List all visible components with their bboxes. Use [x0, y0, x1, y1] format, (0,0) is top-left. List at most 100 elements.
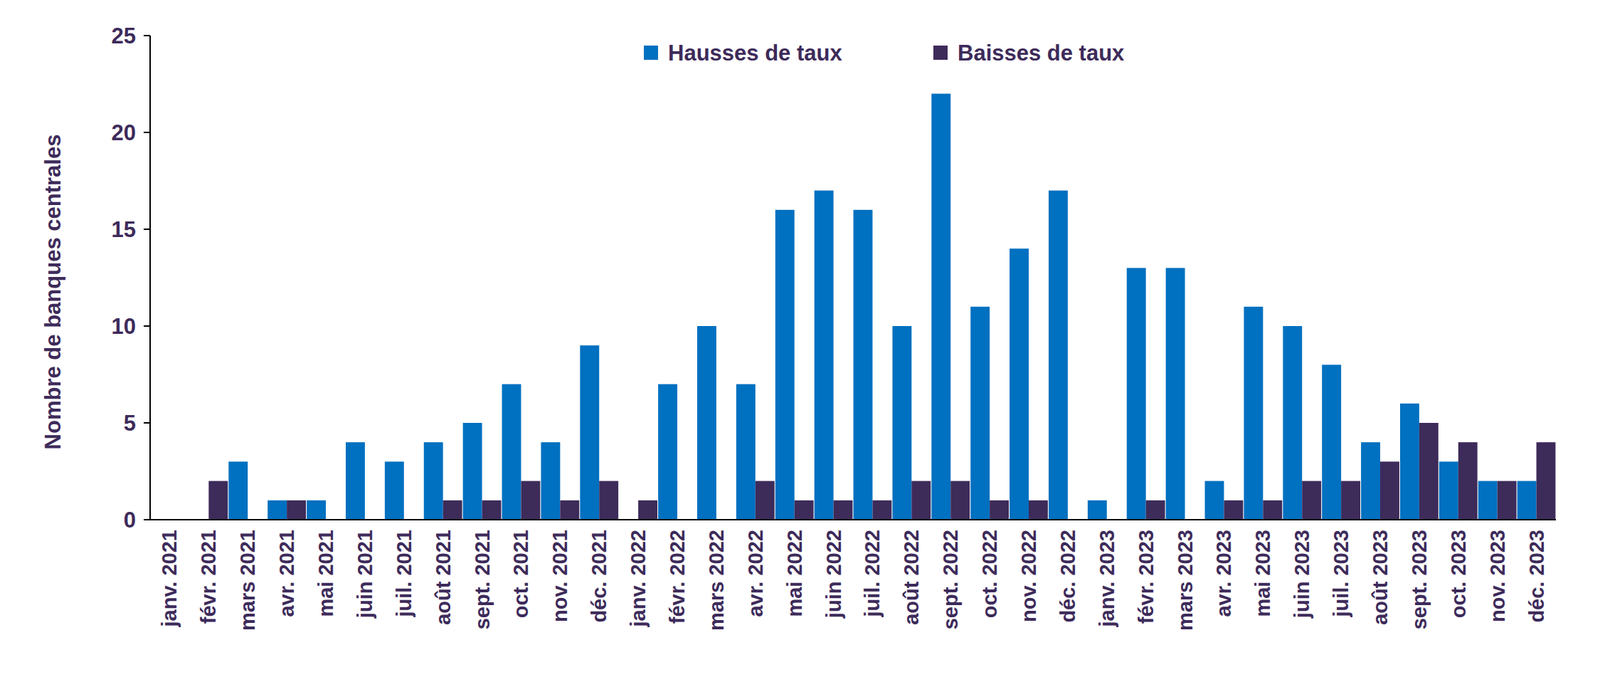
x-tick-label: sept. 2022: [939, 529, 962, 629]
bar: [736, 384, 756, 520]
x-tick-label: sept. 2023: [1407, 529, 1431, 629]
y-tick-label: 5: [123, 410, 136, 436]
x-tick-label: juil. 2023: [1329, 529, 1353, 618]
x-tick-label: nov. 2021: [548, 529, 572, 622]
x-tick-label: juil. 2021: [392, 529, 416, 618]
legend-swatch: [933, 45, 948, 60]
x-tick-label: avr. 2021: [275, 529, 299, 617]
x-tick-label: mars 2022: [705, 529, 728, 631]
bar: [1517, 480, 1537, 520]
bar: [853, 209, 873, 520]
x-tick-label: mars 2021: [236, 529, 259, 631]
bar: [755, 480, 775, 520]
bar: [775, 209, 795, 520]
bar: [1478, 480, 1498, 520]
bar: [1360, 441, 1381, 520]
y-tick: [143, 34, 151, 37]
bar: [1126, 267, 1147, 520]
bar: [911, 480, 931, 520]
y-tick-label: 0: [123, 507, 136, 533]
x-tick-label: mai 2022: [783, 529, 807, 617]
bar: [950, 480, 970, 520]
x-tick-label: juil. 2022: [860, 529, 884, 618]
legend-label: Baisses de taux: [957, 40, 1125, 66]
x-tick-label: févr. 2022: [665, 529, 689, 624]
bar: [1400, 403, 1420, 520]
x-tick-label: mai 2021: [314, 529, 338, 617]
x-tick-label: oct. 2023: [1447, 529, 1470, 618]
legend-swatch: [643, 45, 659, 60]
bar: [424, 441, 444, 520]
y-tick: [143, 131, 151, 134]
bar: [228, 461, 248, 520]
x-axis: [150, 518, 1556, 521]
bar: [970, 306, 990, 520]
bar: [1243, 306, 1263, 520]
bar: [872, 500, 892, 520]
bar: [1262, 500, 1282, 520]
y-tick-label: 10: [111, 313, 136, 339]
y-axis-title: Nombre de banques centrales: [40, 134, 66, 450]
x-tick-label: févr. 2021: [197, 529, 220, 624]
x-tick-label: déc. 2021: [587, 529, 611, 623]
bar: [599, 480, 619, 520]
legend: Hausses de taux Baisses de taux: [643, 40, 1125, 66]
y-tick: [143, 518, 151, 521]
x-tick-label: janv. 2021: [157, 529, 181, 628]
bar: [345, 441, 365, 520]
x-tick-label: avr. 2023: [1212, 529, 1236, 617]
bar: [384, 461, 405, 520]
bar: [540, 441, 560, 520]
bar: [579, 345, 600, 520]
bar: [1166, 267, 1186, 520]
bar: [1028, 500, 1048, 520]
bar: [1321, 364, 1342, 520]
bar: [1009, 248, 1029, 520]
bar: [208, 480, 228, 520]
legend-label: Hausses de taux: [668, 40, 843, 66]
bar: [306, 500, 326, 520]
y-tick: [143, 325, 151, 327]
bar: [443, 500, 463, 520]
x-tick-label: avr. 2022: [744, 529, 767, 617]
bar: [1419, 422, 1439, 520]
bar: [286, 500, 306, 520]
bar: [1301, 480, 1322, 520]
x-tick-label: oct. 2021: [509, 529, 533, 618]
x-tick-label: sept. 2021: [470, 529, 494, 629]
bar: [463, 422, 483, 520]
bar: [989, 500, 1009, 520]
bar: [1536, 441, 1556, 520]
bar: [931, 93, 951, 520]
y-tick-label: 20: [111, 120, 136, 146]
bar: [638, 500, 658, 520]
y-tick-label: 15: [111, 216, 136, 242]
x-tick-label: mars 2023: [1173, 529, 1197, 631]
x-tick-label: août 2022: [899, 529, 923, 625]
chart: 0510152025janv. 2021févr. 2021mars 2021a…: [0, 0, 1600, 687]
x-tick-label: juin 2022: [822, 529, 846, 619]
bar: [559, 500, 580, 520]
x-tick-label: févr. 2023: [1134, 529, 1158, 624]
bar: [1439, 461, 1459, 520]
y-axis: [149, 35, 151, 520]
bar: [1497, 480, 1517, 520]
x-tick-label: juin 2023: [1290, 529, 1314, 619]
y-tick: [143, 421, 151, 424]
x-tick-label: janv. 2023: [1095, 529, 1119, 628]
x-tick-label: juin 2021: [353, 529, 377, 619]
bar: [658, 384, 678, 520]
x-tick-label: nov. 2022: [1017, 529, 1041, 622]
bar: [1341, 480, 1361, 520]
bar: [267, 500, 287, 520]
bar: [814, 190, 834, 520]
bar: [833, 500, 854, 520]
bar: [1087, 500, 1107, 520]
x-tick-label: mai 2023: [1251, 529, 1275, 617]
bar: [794, 500, 814, 520]
bar: [697, 325, 717, 520]
bar: [1205, 480, 1225, 520]
bar: [1048, 190, 1068, 520]
x-tick-label: déc. 2023: [1525, 529, 1549, 623]
x-tick-label: déc. 2022: [1056, 529, 1080, 623]
